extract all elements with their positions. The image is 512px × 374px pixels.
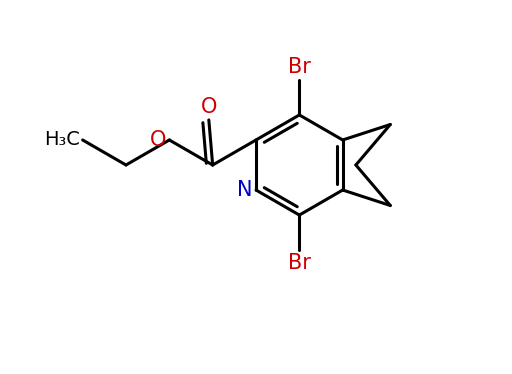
Text: O: O xyxy=(201,97,217,117)
Text: H₃C: H₃C xyxy=(44,131,79,150)
Text: N: N xyxy=(238,180,253,200)
Text: O: O xyxy=(150,130,166,150)
Text: Br: Br xyxy=(288,253,311,273)
Text: Br: Br xyxy=(288,57,311,77)
